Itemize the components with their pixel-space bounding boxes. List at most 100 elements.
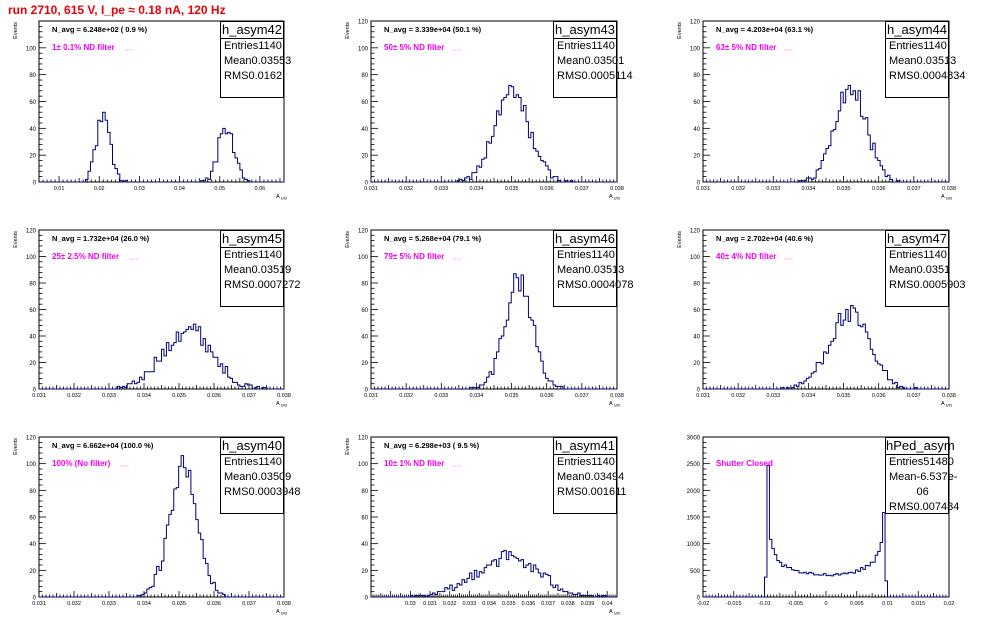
stats-mean-label: Mean bbox=[889, 55, 917, 67]
x-tick-label: 0.02 bbox=[94, 186, 105, 192]
stats-entries-value: 1140 bbox=[258, 456, 282, 468]
histogram-series bbox=[371, 84, 617, 183]
stats-rms: RMS 0.0003948 bbox=[221, 485, 300, 500]
y-tick-label: 80 bbox=[693, 73, 700, 79]
x-axis-label: A UID bbox=[276, 609, 288, 616]
x-tick-label: 0.033 bbox=[463, 601, 477, 607]
y-tick-label: 40 bbox=[29, 335, 36, 341]
x-tick-label: 0.031 bbox=[364, 393, 378, 399]
y-tick-label: 40 bbox=[29, 542, 36, 548]
x-tick-label: 0.037 bbox=[575, 393, 589, 399]
stats-mean: Mean 0.03513 bbox=[886, 54, 956, 69]
histogram-series bbox=[703, 84, 949, 183]
filter-annotation: 79± 5% ND filter bbox=[384, 252, 444, 261]
y-axis-label: Events bbox=[13, 231, 19, 248]
y-tick-label: 20 bbox=[29, 569, 36, 575]
x-tick-label: 0.038 bbox=[942, 393, 956, 399]
x-tick-label: 0.01 bbox=[54, 186, 65, 192]
x-tick-label: 0.038 bbox=[942, 186, 956, 192]
histogram-series bbox=[39, 323, 284, 390]
x-axis-label: A UID bbox=[276, 401, 288, 408]
x-tick-label: 0.037 bbox=[541, 601, 555, 607]
x-tick-label: 0.036 bbox=[207, 601, 221, 607]
x-tick-label: 0.038 bbox=[610, 186, 624, 192]
x-tick-label: 0.033 bbox=[102, 601, 116, 607]
y-tick-label: 20 bbox=[29, 154, 36, 160]
x-axis-label: A UID bbox=[941, 401, 953, 408]
stats-entries: Entries 1140 bbox=[886, 39, 948, 54]
y-tick-label: 20 bbox=[693, 361, 700, 367]
stats-box: h_asym40 Entries 1140 Mean 0.03509 RMS 0.00039… bbox=[220, 437, 300, 514]
x-axis-label-sub: UID bbox=[613, 612, 621, 616]
stats-entries-label: Entries bbox=[224, 249, 259, 261]
stats-box: h_asym46 Entries 1140 Mean 0.03513 RMS 0.00040… bbox=[553, 230, 633, 307]
stats-rms-label: RMS bbox=[889, 279, 914, 291]
stats-rms-value: 0.0004078 bbox=[581, 279, 634, 291]
stats-entries-value: 1140 bbox=[258, 249, 282, 261]
y-tick-label: 100 bbox=[358, 462, 369, 468]
y-tick-label: 80 bbox=[361, 73, 368, 79]
x-tick-label: 0 bbox=[824, 601, 827, 607]
y-tick-label: 20 bbox=[29, 361, 36, 367]
histogram-series bbox=[39, 111, 284, 183]
x-tick-label: 0.037 bbox=[242, 393, 256, 399]
stats-entries-value: 1140 bbox=[591, 249, 615, 261]
x-tick-label: 0.033 bbox=[434, 186, 448, 192]
x-tick-label: 0.033 bbox=[434, 393, 448, 399]
x-tick-label: 0.031 bbox=[423, 601, 437, 607]
histogram-panel-8: 0 500 1000 1500 2000 2500 3000 -0.02 -0.015 -0.01… bbox=[687, 436, 955, 608]
y-tick-label: 20 bbox=[361, 361, 368, 367]
stats-entries: Entries 1140 bbox=[221, 455, 283, 470]
stats-mean-value: 0.03513 bbox=[916, 55, 957, 67]
stats-box: h_asym47 Entries 1140 Mean 0.0351 RMS 0.000590… bbox=[885, 230, 965, 307]
stats-entries: Entries 51480 bbox=[886, 455, 954, 470]
stats-rms-label: RMS bbox=[224, 486, 249, 498]
x-tick-label: 0.038 bbox=[277, 393, 291, 399]
x-tick-label: 0.031 bbox=[364, 186, 378, 192]
y-tick-label: 0 bbox=[365, 388, 369, 394]
stats-entries: Entries 1140 bbox=[554, 455, 616, 470]
navg-annotation: N_avg = 6.298e+03 ( 9.5 %) bbox=[384, 441, 480, 450]
y-tick-label: 40 bbox=[693, 127, 700, 133]
stats-rms-value: 0.0004834 bbox=[913, 70, 966, 82]
stats-entries-label: Entries bbox=[889, 40, 924, 52]
stats-title: h_asym44 bbox=[886, 22, 948, 39]
x-axis-label-sub: UID bbox=[280, 197, 288, 201]
x-tick-label: 0.034 bbox=[137, 601, 151, 607]
y-tick-label: 40 bbox=[361, 542, 368, 548]
stats-entries-label: Entries bbox=[889, 249, 924, 261]
stats-title: h_asym41 bbox=[554, 438, 616, 455]
stats-entries-value: 1140 bbox=[923, 249, 947, 261]
x-tick-label: 0.032 bbox=[443, 601, 457, 607]
y-tick-label: 100 bbox=[26, 46, 37, 52]
stats-entries-value: 51480 bbox=[923, 456, 954, 468]
y-tick-label: 120 bbox=[690, 229, 701, 235]
x-axis-label-sub: UID bbox=[613, 197, 621, 201]
stats-mean: Mean -6.537e-06 bbox=[886, 470, 958, 500]
filter-annotation: 10± 1% ND filter bbox=[384, 459, 444, 468]
y-tick-label: 20 bbox=[361, 569, 368, 575]
x-tick-label: 0.037 bbox=[907, 186, 921, 192]
stats-entries: Entries 1140 bbox=[554, 39, 616, 54]
stats-mean: Mean 0.03553 bbox=[221, 54, 291, 69]
y-tick-label: 20 bbox=[693, 154, 700, 160]
stats-entries-label: Entries bbox=[224, 40, 259, 52]
x-tick-label: 0.02 bbox=[944, 601, 955, 607]
x-tick-label: 0.036 bbox=[207, 393, 221, 399]
x-axis-label: A UID bbox=[609, 194, 621, 201]
stats-entries-label: Entries bbox=[557, 40, 592, 52]
x-tick-label: 0.04 bbox=[602, 601, 613, 607]
page-title: run 2710, 615 V, I_pe ≈ 0.18 nA, 120 Hz bbox=[8, 3, 226, 17]
stats-entries-label: Entries bbox=[557, 456, 592, 468]
stats-entries-value: 1140 bbox=[923, 40, 947, 52]
y-tick-label: 2500 bbox=[687, 462, 701, 468]
stats-entries-value: 1140 bbox=[258, 40, 282, 52]
histogram-series bbox=[371, 273, 617, 390]
y-tick-label: 0 bbox=[697, 388, 701, 394]
y-tick-label: 0 bbox=[33, 596, 37, 602]
x-tick-label: 0.033 bbox=[766, 186, 780, 192]
filter-annotation: 40± 4% ND filter bbox=[716, 252, 776, 261]
navg-annotation: N_avg = 4.203e+04 (63.1 %) bbox=[716, 25, 814, 34]
navg-annotation: N_avg = 3.339e+04 (50.1 %) bbox=[384, 25, 482, 34]
